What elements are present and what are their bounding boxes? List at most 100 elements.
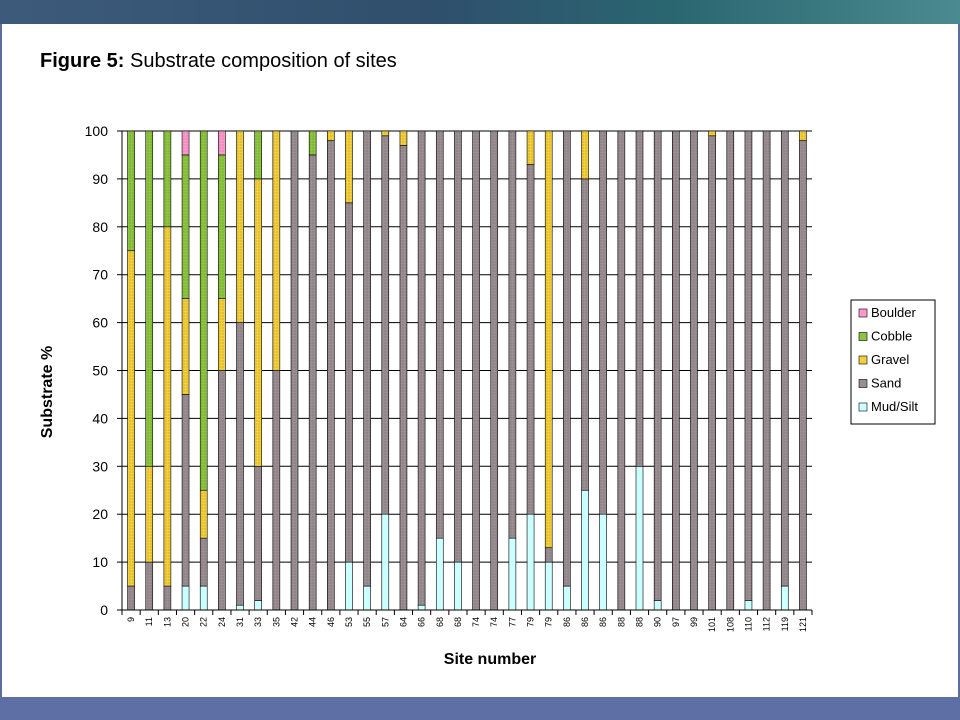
bar-segment-sand-texture <box>127 586 135 610</box>
x-tick-label: 74 <box>489 617 499 627</box>
bar-segment-sand-texture <box>563 131 571 587</box>
y-tick-label: 80 <box>92 219 108 235</box>
bar-segment-mud-silt <box>544 561 553 611</box>
x-tick-label: 46 <box>326 617 336 627</box>
x-tick-label: 90 <box>653 617 663 627</box>
bar-segment-sand-texture <box>726 131 734 610</box>
bar-segment-boulder-texture <box>182 131 190 155</box>
y-tick-label: 0 <box>100 602 108 618</box>
bar-segment-sand-texture <box>508 131 516 539</box>
bar-segment-sand-texture <box>708 135 716 611</box>
bar-segment-sand-texture <box>272 370 280 610</box>
x-tick-label: 99 <box>689 617 699 627</box>
legend-swatch <box>858 355 868 365</box>
x-tick-label: 13 <box>162 617 172 627</box>
x-axis-ticks: 9 11 13 20 22 24 31 33 35 42 44 46 53 55 57 64 66 68 68 74 7… <box>121 610 813 632</box>
bar-segment-mud-silt <box>363 585 371 611</box>
bar-segment-sand-texture <box>145 562 153 610</box>
bar-segment-sand-texture <box>309 154 317 610</box>
x-tick-label: 77 <box>507 617 517 627</box>
bar-segment-mud-silt <box>199 585 208 611</box>
x-tick-label: 119 <box>780 617 790 631</box>
bar-segment-mud-silt <box>563 585 571 611</box>
bar-segment-gravel-texture <box>708 131 716 136</box>
x-axis-label: Site number <box>444 651 536 668</box>
x-tick-label: 33 <box>253 617 263 627</box>
y-tick-label: 70 <box>92 267 108 283</box>
bar-segment-cobble-texture <box>309 131 317 155</box>
bar-segment-sand-texture <box>472 131 480 610</box>
legend-label: Gravel <box>871 352 909 367</box>
bar-segment-sand-texture <box>672 131 680 610</box>
y-tick-label: 10 <box>92 554 108 570</box>
slide <box>2 24 958 697</box>
bar-segment-sand-texture <box>690 131 698 610</box>
bar-segment-sand-texture <box>254 466 262 601</box>
bar-segment-sand-texture <box>581 178 589 491</box>
y-axis-label: Substrate % <box>39 346 56 438</box>
x-tick-label: 112 <box>762 617 772 631</box>
bar-segment-sand-texture <box>399 145 407 610</box>
x-tick-label: 86 <box>580 617 590 627</box>
bar-segment-cobble-texture <box>254 131 262 179</box>
bar-segment-gravel-texture <box>200 490 208 539</box>
bar-segment-sand-texture <box>654 131 662 601</box>
bar-segment-sand-texture <box>490 131 498 610</box>
bar-segment-gravel-texture <box>381 131 389 136</box>
y-tick-label: 30 <box>92 458 108 474</box>
bar-segment-sand-texture <box>617 131 625 610</box>
bar-segment-gravel-texture <box>327 131 335 141</box>
legend-swatch <box>858 332 868 341</box>
bar-segment-gravel-texture <box>399 131 407 146</box>
x-tick-label: 108 <box>725 617 735 632</box>
bar-segment-sand-texture <box>599 131 607 515</box>
bar-segment-sand-texture <box>327 140 335 610</box>
figure-title-bold: Figure 5: <box>40 50 125 72</box>
bar-segment-gravel-texture <box>145 466 153 563</box>
bar-segment-gravel-texture <box>527 131 535 165</box>
bar-segment-gravel-texture <box>545 131 553 548</box>
x-tick-label: 55 <box>362 617 372 627</box>
x-tick-label: 88 <box>616 617 626 627</box>
bar-segment-sand-texture <box>799 140 807 610</box>
x-tick-label: 53 <box>344 617 354 627</box>
bar-segment-boulder-texture <box>218 131 226 155</box>
bar-segment-gravel-texture <box>345 131 353 203</box>
x-tick-label: 22 <box>199 617 209 627</box>
bar-segment-sand-texture <box>636 131 643 467</box>
bar-segment-gravel-texture <box>254 178 262 467</box>
x-tick-label: 97 <box>671 617 681 627</box>
bar-segment-gravel-texture <box>581 131 589 179</box>
x-tick-label: 9 <box>126 617 136 622</box>
x-tick-label: 35 <box>271 617 281 627</box>
x-tick-label: 79 <box>544 617 554 627</box>
x-tick-label: 64 <box>398 617 408 627</box>
bar-segment-sand-texture <box>527 164 535 515</box>
x-tick-label: 44 <box>308 617 318 627</box>
bar-segment-mud-silt <box>635 465 644 611</box>
bar-segment-gravel-texture <box>182 298 190 395</box>
bar-segment-mud-silt <box>526 513 535 611</box>
bar-segment-mud-silt <box>599 513 607 611</box>
legend-swatch <box>858 379 868 388</box>
x-tick-label: 24 <box>217 617 227 627</box>
legend-swatch <box>858 308 868 318</box>
bar-segment-mud-silt <box>653 600 662 611</box>
bar-segment-mud-silt <box>508 537 517 611</box>
bar-segment-sand-texture <box>381 135 389 515</box>
bar-segment-mud-silt <box>454 561 462 611</box>
x-tick-label: 11 <box>144 617 154 626</box>
bar-segment-sand-texture <box>200 538 208 587</box>
bar-segment-cobble-texture <box>182 154 190 299</box>
bar-segment-mud-silt <box>744 600 753 611</box>
legend-swatch <box>858 402 868 412</box>
y-tick-label: 60 <box>92 315 108 331</box>
bar-segment-gravel-texture <box>127 250 135 587</box>
bar-segment-cobble-texture <box>145 131 153 467</box>
bar-segment-sand-texture <box>436 131 444 539</box>
bar-segment-mud-silt <box>236 604 244 611</box>
y-axis-ticks: 0 10 20 30 40 50 60 70 80 90 100 <box>85 123 122 618</box>
x-tick-label: 57 <box>380 617 390 627</box>
bar-segment-sand-texture <box>218 370 226 610</box>
top-banner <box>0 0 960 24</box>
